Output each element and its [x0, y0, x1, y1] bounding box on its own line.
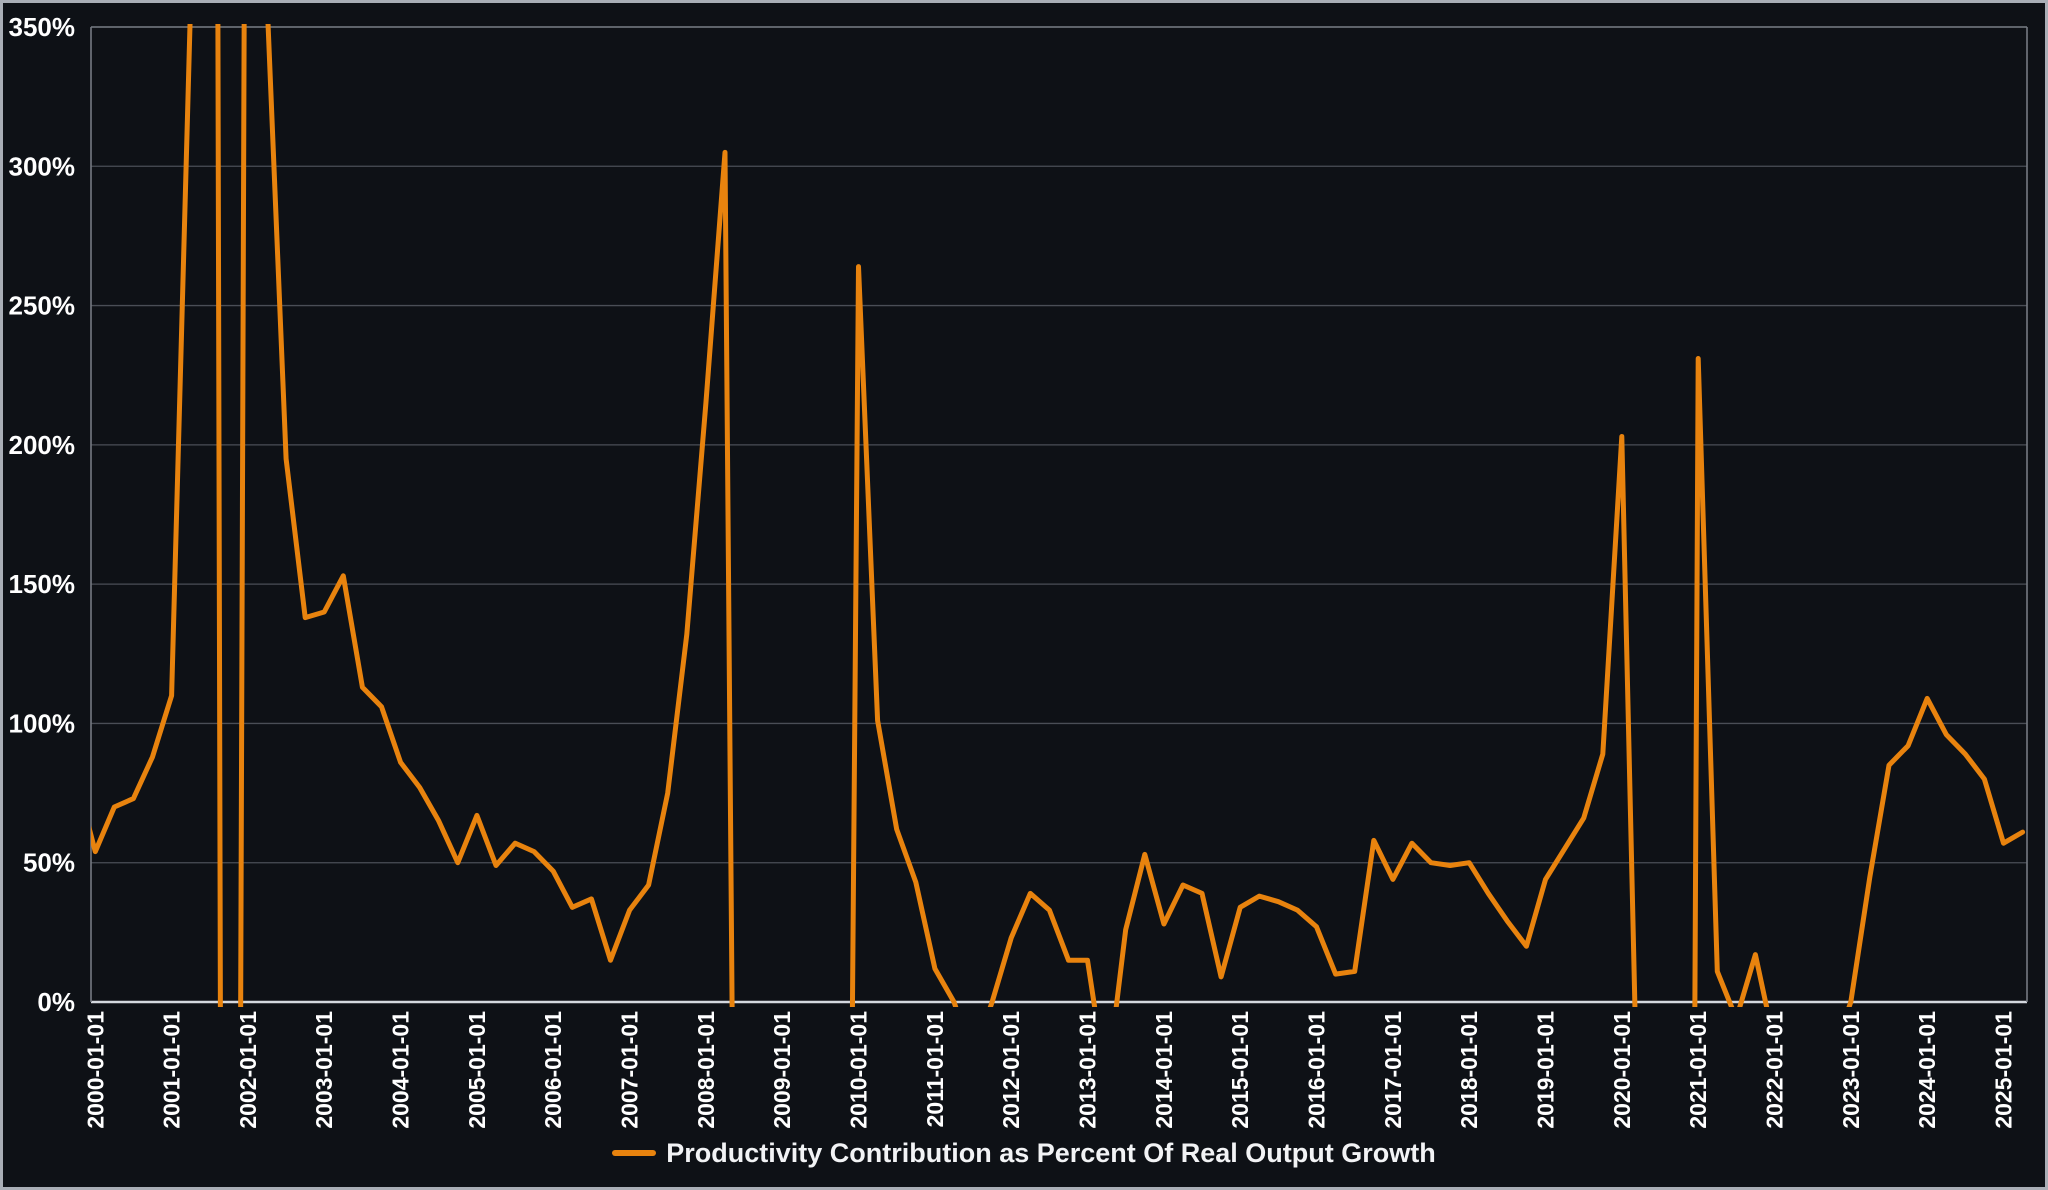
y-gridlines	[91, 26, 2027, 1004]
x-tick-label: 2018-01-01	[1456, 1011, 1482, 1129]
x-tick-label: 2021-01-01	[1685, 1011, 1711, 1129]
x-tick-label: 2024-01-01	[1914, 1011, 1940, 1129]
x-tick-label: 2003-01-01	[311, 1011, 337, 1129]
y-tick-label: 350%	[9, 12, 76, 42]
x-tick-label: 2010-01-01	[846, 1011, 872, 1129]
legend[interactable]: Productivity Contribution as Percent Of …	[3, 1133, 2045, 1173]
y-tick-label: 150%	[9, 569, 76, 599]
x-tick-label: 2004-01-01	[388, 1011, 414, 1129]
plot-border	[90, 26, 2028, 1002]
x-tick-label: 2006-01-01	[540, 1011, 566, 1129]
x-tick-label: 2017-01-01	[1380, 1011, 1406, 1129]
x-tick-label: 2009-01-01	[769, 1011, 795, 1129]
legend-line-swatch	[612, 1150, 657, 1156]
y-tick-label: 200%	[9, 430, 76, 460]
productivity-series-line	[76, 3, 2026, 1190]
x-tick-label: 2016-01-01	[1304, 1011, 1330, 1129]
y-tick-label: 250%	[9, 291, 76, 321]
x-tick-label: 2022-01-01	[1762, 1011, 1788, 1129]
x-tick-label: 2025-01-01	[1991, 1011, 2017, 1129]
y-tick-label: 0%	[37, 987, 75, 1017]
legend-label: Productivity Contribution as Percent Of …	[666, 1137, 1436, 1168]
x-tick-label: 2023-01-01	[1838, 1011, 1864, 1129]
x-tick-label: 2002-01-01	[235, 1011, 261, 1129]
y-tick-label: 50%	[23, 848, 75, 878]
y-tick-label: 300%	[9, 151, 76, 181]
x-tick-label: 2005-01-01	[464, 1011, 490, 1129]
line-chart-canvas: 0% 50% 100% 150% 200% 250% 300% 350% 2000-01-01…	[9, 3, 2028, 1190]
x-tick-label: 2007-01-01	[617, 1011, 643, 1129]
x-tick-label: 2020-01-01	[1609, 1011, 1635, 1129]
x-tick-label: 2015-01-01	[1227, 1011, 1253, 1129]
x-axis-tick-labels: 2000-01-01 2001-01-01 2002-01-01 2003-01-01…	[82, 1011, 2016, 1129]
x-tick-label: 2011-01-01	[922, 1011, 948, 1128]
x-tick-label: 2001-01-01	[159, 1011, 185, 1129]
x-tick-label: 2014-01-01	[1151, 1011, 1177, 1129]
y-tick-label: 100%	[9, 708, 76, 738]
x-tick-label: 2019-01-01	[1533, 1011, 1559, 1129]
x-tick-label: 2012-01-01	[998, 1011, 1024, 1129]
x-tick-label: 2013-01-01	[1075, 1011, 1101, 1129]
x-tick-label: 2000-01-01	[82, 1011, 108, 1129]
y-axis-tick-labels: 0% 50% 100% 150% 200% 250% 300% 350%	[9, 12, 76, 1017]
x-tick-label: 2008-01-01	[693, 1011, 719, 1129]
series-line[interactable]	[76, 3, 2026, 1190]
